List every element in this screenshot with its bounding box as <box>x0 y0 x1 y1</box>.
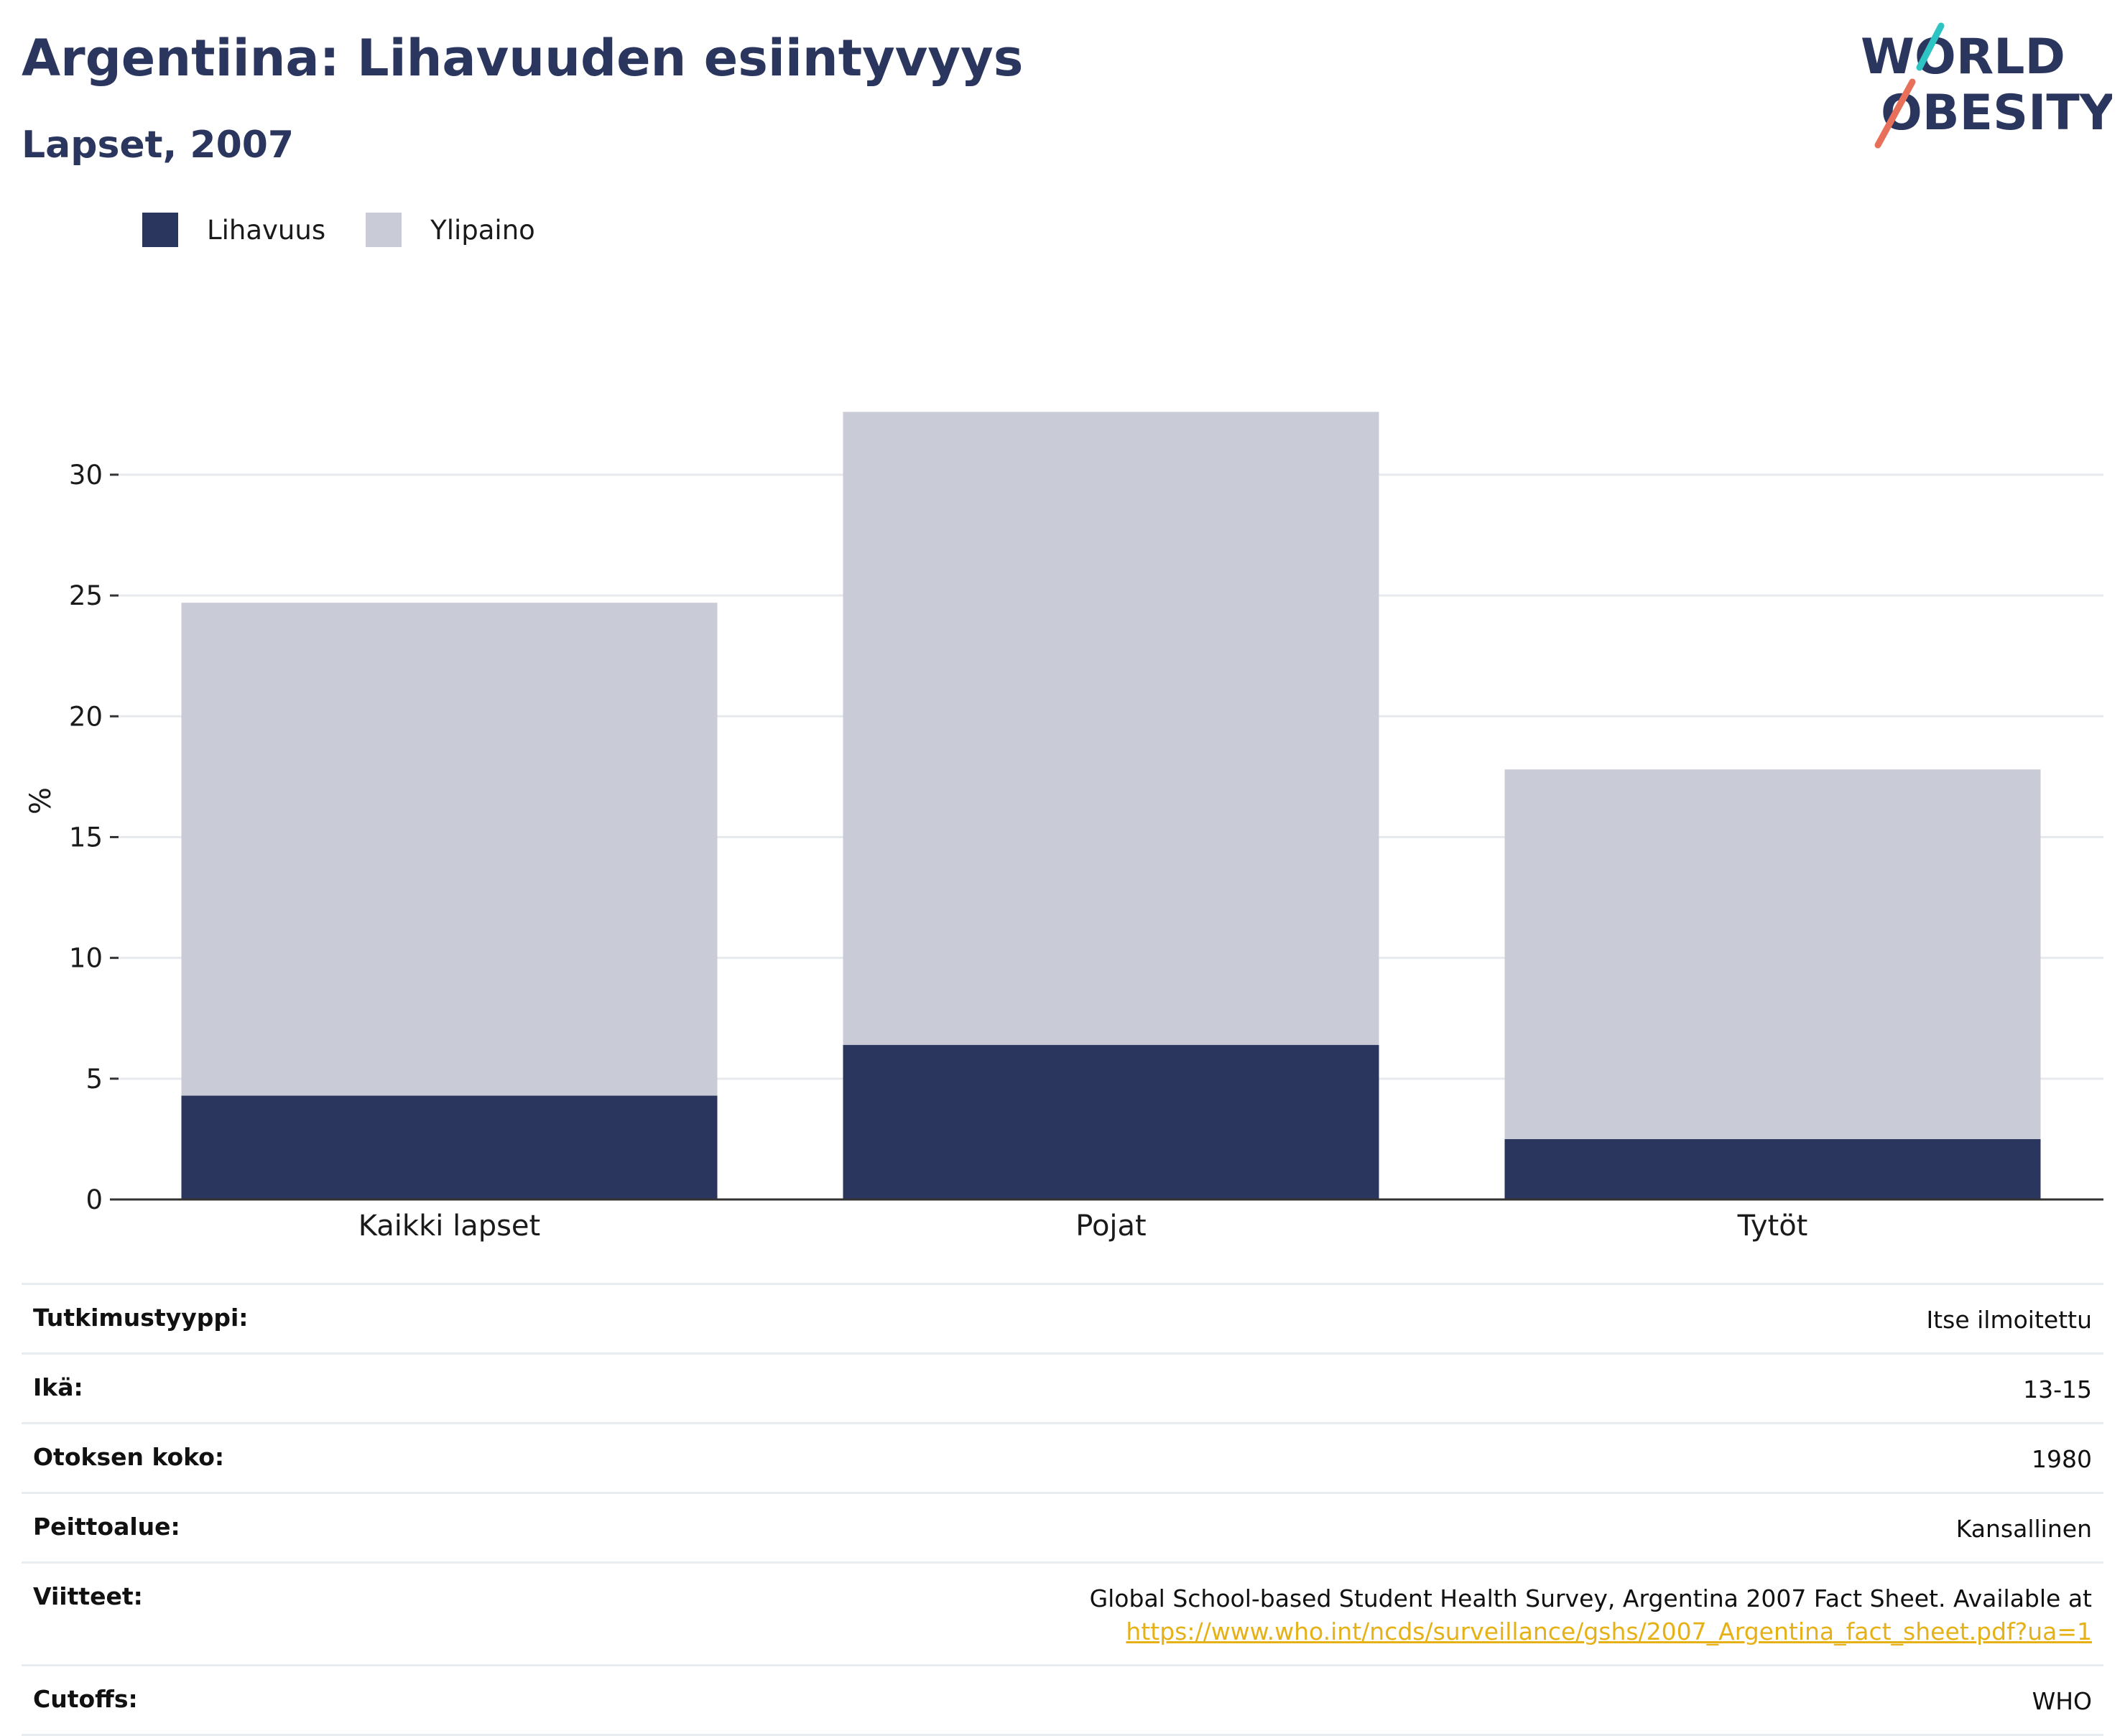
meta-label: Peittoalue: <box>33 1513 180 1541</box>
legend-swatch-ylipaino <box>366 213 402 247</box>
reference-link[interactable]: https://www.who.int/ncds/surveillance/gs… <box>1126 1617 2092 1646</box>
meta-label: Tutkimustyyppi: <box>33 1304 249 1332</box>
study-details-table: Tutkimustyyppi: Itse ilmoitettu Ikä: 13-… <box>22 1283 2103 1736</box>
meta-label: Cutoffs: <box>33 1685 138 1713</box>
y-tick-label: 0 <box>85 1184 103 1215</box>
logo-accent-coral <box>1874 78 1916 149</box>
bar-lihavuus <box>1504 1138 2041 1199</box>
meta-row-cutoffs: Cutoffs: WHO <box>22 1664 2103 1736</box>
meta-row-references: Viitteet: Global School-based Student He… <box>22 1561 2103 1664</box>
world-obesity-logo: WORLD OBESITY <box>1861 22 2112 149</box>
meta-value: 1980 <box>2032 1445 2092 1473</box>
page-title: Argentiina: Lihavuuden esiintyvyys <box>22 29 1024 88</box>
bar-ylipaino <box>181 603 718 1096</box>
y-tick-label: 5 <box>85 1064 103 1095</box>
meta-value: WHO <box>2032 1687 2092 1715</box>
y-tick-label: 30 <box>69 460 103 491</box>
meta-label: Ikä: <box>33 1373 83 1401</box>
y-tick-label: 25 <box>69 580 103 611</box>
meta-value: Kansallinen <box>1955 1515 2092 1543</box>
x-tick-label: Tytöt <box>1737 1210 1808 1243</box>
legend-swatch-lihavuus <box>142 213 178 247</box>
y-tick-label: 15 <box>69 822 103 853</box>
x-tick-label: Pojat <box>1075 1210 1146 1243</box>
logo-accent-teal <box>1916 22 1945 71</box>
bar-ylipaino <box>843 412 1379 1045</box>
legend-label-ylipaino: Ylipaino <box>430 214 535 246</box>
meta-value-references: Global School-based Student Health Surve… <box>1090 1582 2092 1648</box>
y-tick-label: 10 <box>69 943 103 974</box>
meta-row-study-type: Tutkimustyyppi: Itse ilmoitettu <box>22 1283 2103 1352</box>
legend-item-ylipaino[interactable]: Ylipaino <box>366 213 535 247</box>
bar-lihavuus <box>843 1044 1379 1199</box>
y-tick-label: 20 <box>69 701 103 732</box>
legend-item-lihavuus[interactable]: Lihavuus <box>142 213 325 247</box>
logo-line2: OBESITY <box>1881 85 2112 141</box>
meta-value: Itse ilmoitettu <box>1926 1306 2092 1334</box>
meta-row-age: Ikä: 13-15 <box>22 1352 2103 1422</box>
stacked-bar-chart: 0 5 10 15 20 25 30% Kaikki lapset Pojat Tytöt <box>24 412 2103 1243</box>
reference-text: Global School-based Student Health Surve… <box>1089 1584 2092 1612</box>
meta-label: Viitteet: <box>33 1582 143 1610</box>
x-tick-label: Kaikki lapset <box>358 1210 540 1243</box>
chart-legend: Lihavuus Ylipaino <box>142 213 575 247</box>
y-axis-label: % <box>24 787 57 814</box>
page-subtitle: Lapset, 2007 <box>22 124 295 167</box>
bar-ylipaino <box>1504 769 2041 1139</box>
bar-lihavuus <box>181 1095 718 1199</box>
logo-line1: WORLD <box>1861 29 2065 85</box>
meta-value: 13-15 <box>2023 1375 2092 1403</box>
meta-row-coverage: Peittoalue: Kansallinen <box>22 1492 2103 1561</box>
meta-label: Otoksen koko: <box>33 1443 225 1471</box>
legend-label-lihavuus: Lihavuus <box>207 214 326 246</box>
meta-row-sample-size: Otoksen koko: 1980 <box>22 1422 2103 1492</box>
